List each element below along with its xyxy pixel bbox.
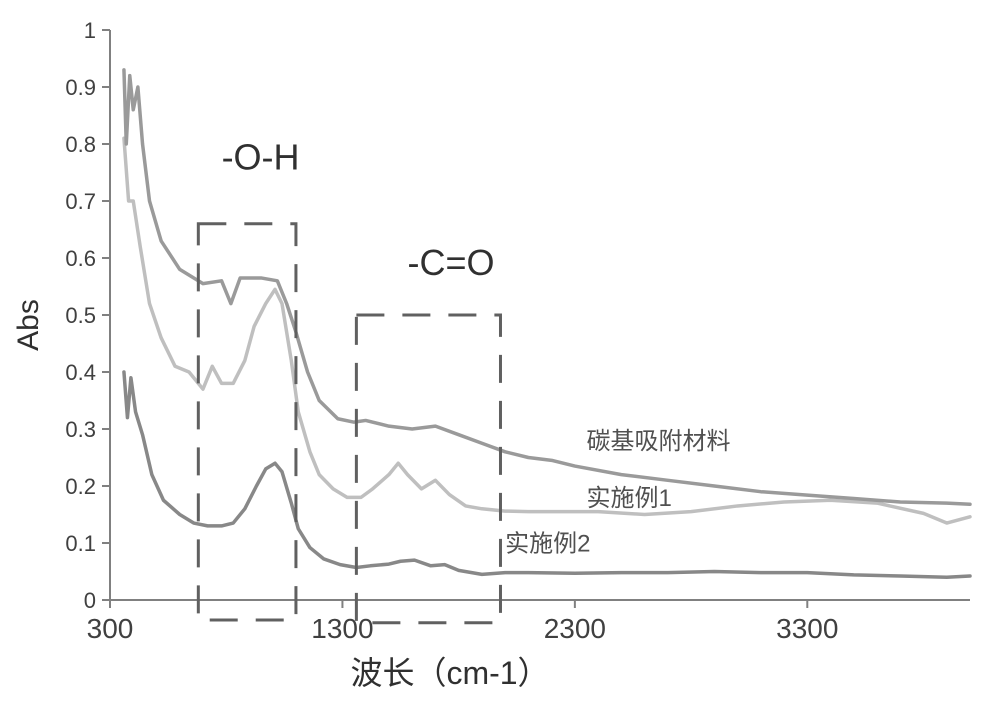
y-axis-title: Abs bbox=[12, 299, 45, 351]
x-tick-label: 2300 bbox=[544, 613, 606, 644]
annotation-label: -O-H bbox=[222, 137, 300, 178]
y-tick-label: 1 bbox=[84, 18, 96, 43]
y-tick-label: 0 bbox=[84, 588, 96, 613]
y-tick-label: 0.6 bbox=[65, 246, 96, 271]
spectrum-chart: 00.10.20.30.40.50.60.70.80.9130013002300… bbox=[0, 0, 1000, 707]
chart-container: 00.10.20.30.40.50.60.70.80.9130013002300… bbox=[0, 0, 1000, 707]
y-tick-label: 0.3 bbox=[65, 417, 96, 442]
x-tick-label: 1300 bbox=[311, 613, 373, 644]
y-tick-label: 0.1 bbox=[65, 531, 96, 556]
x-tick-label: 300 bbox=[87, 613, 134, 644]
series-label: 碳基吸附材料 bbox=[586, 428, 730, 455]
series-label: 实施例2 bbox=[505, 531, 590, 558]
y-tick-label: 0.8 bbox=[65, 132, 96, 157]
series-line bbox=[124, 70, 970, 504]
series-label: 实施例1 bbox=[586, 485, 671, 512]
y-tick-label: 0.2 bbox=[65, 474, 96, 499]
annotation-label: -C=O bbox=[408, 242, 495, 283]
x-tick-label: 3300 bbox=[776, 613, 838, 644]
y-tick-label: 0.5 bbox=[65, 303, 96, 328]
y-tick-label: 0.4 bbox=[65, 360, 96, 385]
y-tick-label: 0.9 bbox=[65, 75, 96, 100]
x-axis-title: 波长（cm-1） bbox=[350, 655, 549, 691]
annotation-box bbox=[356, 315, 500, 623]
y-tick-label: 0.7 bbox=[65, 189, 96, 214]
series-line bbox=[124, 138, 970, 523]
